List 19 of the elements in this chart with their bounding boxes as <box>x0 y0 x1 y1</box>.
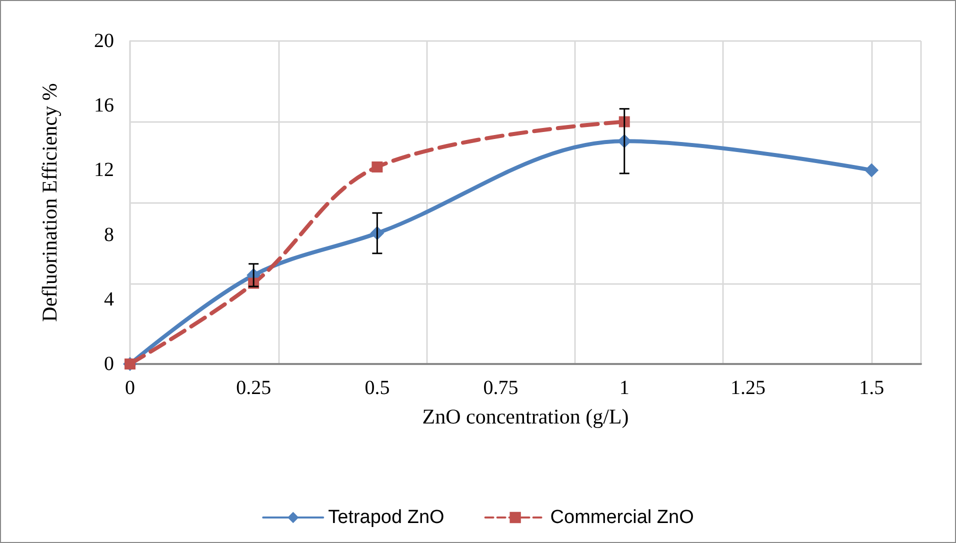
x-axis-title: ZnO concentration (g/L) <box>422 404 629 428</box>
legend-label: Tetrapod ZnO <box>328 507 444 528</box>
y-axis-title: Defluorination Efficiency % <box>38 83 62 322</box>
point <box>372 161 383 172</box>
y-tick-label: 4 <box>104 288 114 310</box>
y-tick-label: 20 <box>94 30 114 52</box>
point <box>864 163 879 178</box>
x-tick-label: 1 <box>619 377 630 399</box>
x-tick-label: 0.25 <box>236 377 272 399</box>
x-tick-label: 1.5 <box>859 377 884 399</box>
x-tick-label: 0.5 <box>364 377 390 399</box>
x-tick-label: 0 <box>125 377 135 399</box>
legend-label: Commercial ZnO <box>550 507 694 528</box>
x-tick-label: 1.25 <box>730 377 766 399</box>
y-tick-label: 8 <box>104 224 114 246</box>
y-tick-label: 12 <box>94 159 114 182</box>
y-tick-label: 0 <box>104 353 114 375</box>
y-tick-label: 16 <box>94 94 114 117</box>
x-tick-label: 0.75 <box>483 377 518 399</box>
